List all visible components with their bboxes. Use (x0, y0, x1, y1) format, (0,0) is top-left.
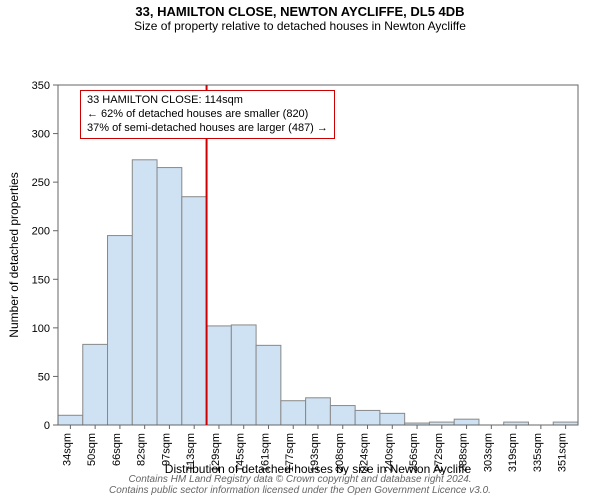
histogram-bar (281, 401, 306, 425)
chart-title: 33, HAMILTON CLOSE, NEWTON AYCLIFFE, DL5… (0, 0, 600, 19)
svg-text:0: 0 (44, 420, 50, 432)
histogram-bar (83, 344, 108, 425)
annotation-line-1: 33 HAMILTON CLOSE: 114sqm (87, 94, 328, 108)
histogram-bar (207, 326, 232, 425)
svg-text:150: 150 (32, 274, 50, 286)
histogram-bar (132, 160, 157, 425)
annotation-box: 33 HAMILTON CLOSE: 114sqm ← 62% of detac… (80, 90, 335, 139)
svg-text:335sqm: 335sqm (532, 433, 544, 472)
svg-text:319sqm: 319sqm (507, 433, 519, 472)
histogram-bar (454, 419, 479, 425)
svg-text:300: 300 (32, 129, 50, 141)
histogram-bar (355, 410, 380, 425)
svg-text:34sqm: 34sqm (61, 433, 73, 466)
svg-text:50sqm: 50sqm (86, 433, 98, 466)
chart-subtitle: Size of property relative to detached ho… (0, 19, 600, 35)
histogram-bar (306, 398, 331, 425)
chart-footer: Contains HM Land Registry data © Crown c… (0, 474, 600, 496)
svg-text:351sqm: 351sqm (557, 433, 569, 472)
svg-text:66sqm: 66sqm (111, 433, 123, 466)
histogram-bar (380, 413, 405, 425)
histogram-bar (108, 236, 133, 425)
histogram-bar (256, 345, 281, 425)
histogram-bar (231, 325, 256, 425)
histogram-bar (157, 168, 182, 425)
svg-text:350: 350 (32, 80, 50, 92)
svg-text:250: 250 (32, 177, 50, 189)
svg-text:100: 100 (32, 323, 50, 335)
histogram-bar (330, 406, 355, 425)
y-axis-label: Number of detached properties (7, 172, 21, 337)
svg-text:200: 200 (32, 226, 50, 238)
histogram-bar (182, 197, 207, 425)
svg-text:82sqm: 82sqm (136, 433, 148, 466)
svg-text:303sqm: 303sqm (482, 433, 494, 472)
svg-text:50: 50 (38, 371, 50, 383)
annotation-line-2: ← 62% of detached houses are smaller (82… (87, 108, 328, 122)
annotation-line-3: 37% of semi-detached houses are larger (… (87, 122, 328, 136)
histogram-bar (58, 415, 83, 425)
chart-container: 33, HAMILTON CLOSE, NEWTON AYCLIFFE, DL5… (0, 0, 600, 500)
